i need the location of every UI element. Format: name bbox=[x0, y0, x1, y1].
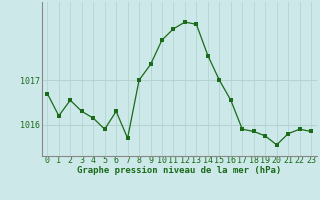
X-axis label: Graphe pression niveau de la mer (hPa): Graphe pression niveau de la mer (hPa) bbox=[77, 166, 281, 175]
